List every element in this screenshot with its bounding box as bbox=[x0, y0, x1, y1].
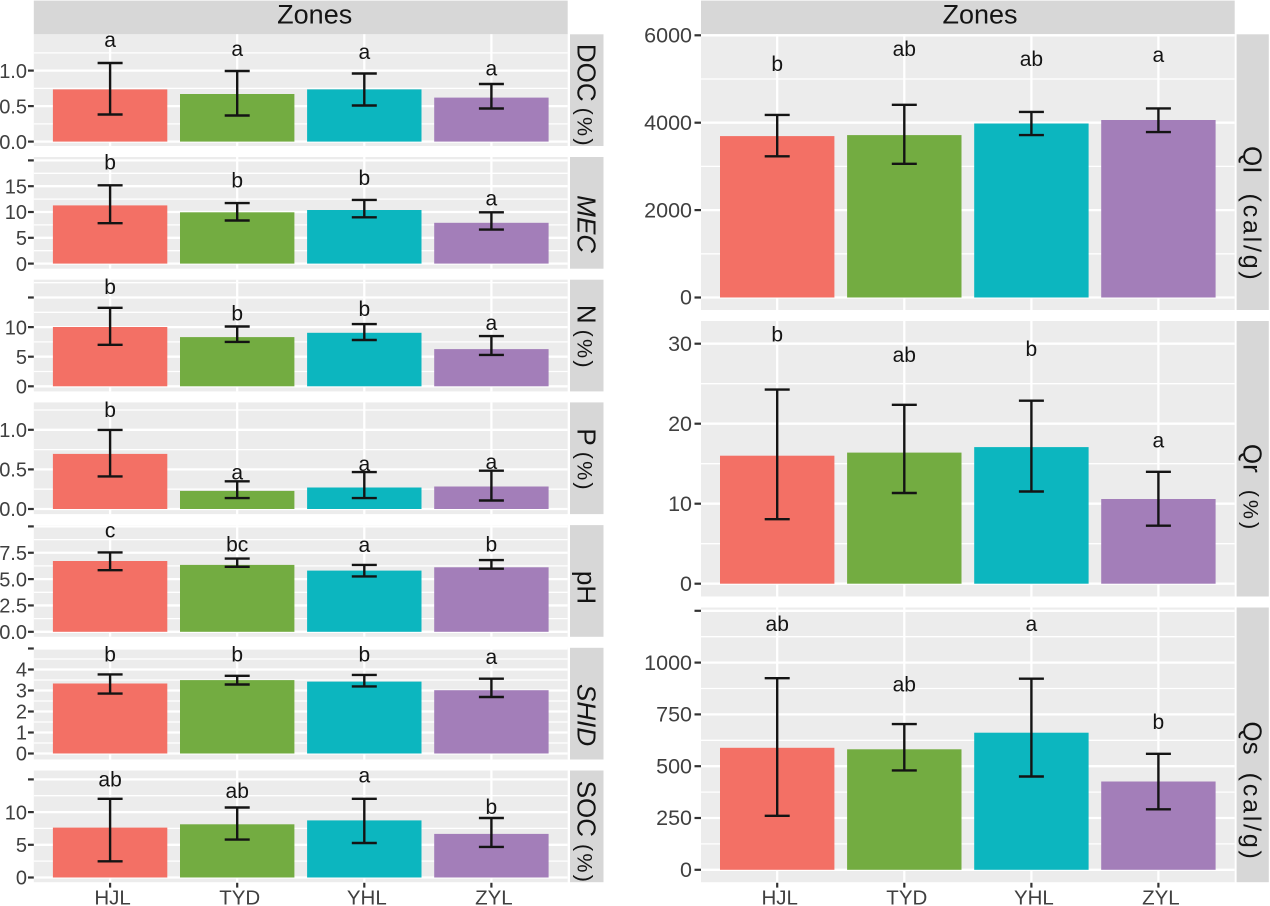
svg-text:a: a bbox=[1153, 430, 1165, 453]
svg-text:b: b bbox=[1153, 711, 1165, 734]
svg-text:0: 0 bbox=[680, 572, 692, 596]
svg-text:1: 1 bbox=[16, 723, 27, 745]
svg-text:1.0: 1.0 bbox=[0, 420, 27, 442]
svg-text:b: b bbox=[231, 169, 243, 192]
svg-text:b: b bbox=[358, 167, 370, 190]
svg-text:Qr(%): Qr(%) bbox=[1238, 444, 1268, 532]
svg-text:TYD: TYD bbox=[219, 886, 260, 906]
svg-text:10: 10 bbox=[5, 317, 27, 339]
svg-text:b: b bbox=[104, 399, 116, 422]
svg-text:0: 0 bbox=[16, 254, 27, 276]
svg-text:6000: 6000 bbox=[644, 24, 692, 48]
svg-text:b: b bbox=[358, 298, 370, 321]
svg-text:0.0: 0.0 bbox=[0, 499, 27, 521]
svg-text:5: 5 bbox=[16, 835, 27, 857]
svg-text:b: b bbox=[1026, 338, 1038, 361]
svg-text:0.5: 0.5 bbox=[0, 460, 27, 482]
svg-text:ZYL: ZYL bbox=[475, 886, 513, 906]
svg-text:a: a bbox=[486, 312, 498, 335]
svg-text:ab: ab bbox=[893, 38, 916, 61]
svg-text:DOC(%): DOC(%) bbox=[572, 44, 602, 148]
svg-text:a: a bbox=[1153, 44, 1165, 67]
svg-text:0.0: 0.0 bbox=[0, 622, 27, 644]
svg-text:P(%): P(%) bbox=[572, 428, 602, 491]
svg-text:5: 5 bbox=[16, 228, 27, 250]
svg-text:0: 0 bbox=[16, 744, 27, 766]
svg-text:750: 750 bbox=[656, 703, 692, 727]
svg-text:30: 30 bbox=[668, 332, 692, 356]
svg-text:0: 0 bbox=[16, 377, 27, 399]
svg-text:a: a bbox=[231, 38, 243, 61]
svg-text:pH: pH bbox=[572, 571, 602, 604]
svg-text:bc: bc bbox=[226, 533, 248, 556]
svg-text:500: 500 bbox=[656, 754, 692, 778]
svg-text:a: a bbox=[358, 41, 370, 64]
svg-text:TYD: TYD bbox=[886, 886, 927, 906]
svg-text:Zones: Zones bbox=[277, 0, 352, 29]
svg-text:0.0: 0.0 bbox=[0, 132, 27, 154]
svg-text:b: b bbox=[104, 644, 116, 667]
svg-text:MEC: MEC bbox=[572, 195, 602, 253]
svg-text:ab: ab bbox=[893, 673, 916, 696]
svg-text:250: 250 bbox=[656, 806, 692, 830]
svg-text:SHID: SHID bbox=[572, 684, 602, 746]
svg-text:ab: ab bbox=[1020, 48, 1043, 71]
svg-text:b: b bbox=[486, 533, 498, 556]
svg-text:N(%): N(%) bbox=[572, 305, 602, 370]
svg-text:b: b bbox=[771, 53, 783, 76]
svg-text:2000: 2000 bbox=[644, 198, 692, 222]
svg-text:5: 5 bbox=[16, 347, 27, 369]
svg-text:ab: ab bbox=[98, 769, 121, 792]
svg-text:a: a bbox=[486, 451, 498, 474]
svg-text:1.0: 1.0 bbox=[0, 61, 27, 83]
svg-text:b: b bbox=[104, 152, 116, 175]
svg-text:YHL: YHL bbox=[1014, 886, 1054, 906]
svg-text:5.0: 5.0 bbox=[0, 569, 27, 591]
svg-text:QI(cal/g): QI(cal/g) bbox=[1238, 146, 1268, 283]
svg-text:b: b bbox=[771, 324, 783, 347]
svg-text:a: a bbox=[358, 453, 370, 476]
svg-text:Qs(cal/g): Qs(cal/g) bbox=[1238, 721, 1268, 861]
svg-text:4: 4 bbox=[16, 660, 27, 682]
svg-text:HJL: HJL bbox=[761, 886, 797, 906]
svg-text:0: 0 bbox=[680, 858, 692, 882]
svg-text:HJL: HJL bbox=[94, 886, 130, 906]
svg-text:a: a bbox=[486, 188, 498, 211]
svg-text:0: 0 bbox=[680, 286, 692, 310]
svg-text:2: 2 bbox=[16, 702, 27, 724]
svg-text:15: 15 bbox=[5, 176, 27, 198]
svg-text:a: a bbox=[358, 534, 370, 557]
svg-text:10: 10 bbox=[5, 802, 27, 824]
svg-text:a: a bbox=[1026, 613, 1038, 636]
svg-text:0.5: 0.5 bbox=[0, 96, 27, 118]
svg-text:a: a bbox=[486, 58, 498, 81]
svg-text:b: b bbox=[486, 796, 498, 819]
svg-text:b: b bbox=[231, 303, 243, 326]
svg-text:c: c bbox=[105, 520, 116, 543]
svg-text:YHL: YHL bbox=[347, 886, 387, 906]
svg-text:10: 10 bbox=[668, 492, 692, 516]
svg-text:SOC(%): SOC(%) bbox=[572, 781, 602, 884]
svg-text:b: b bbox=[104, 276, 116, 299]
svg-text:b: b bbox=[231, 644, 243, 667]
svg-text:ab: ab bbox=[893, 344, 916, 367]
svg-text:ab: ab bbox=[766, 613, 789, 636]
svg-text:3: 3 bbox=[16, 681, 27, 703]
svg-text:ab: ab bbox=[226, 780, 249, 803]
svg-text:0: 0 bbox=[16, 868, 27, 890]
svg-text:a: a bbox=[231, 462, 243, 485]
svg-text:Zones: Zones bbox=[942, 0, 1017, 29]
svg-text:4000: 4000 bbox=[644, 111, 692, 135]
svg-text:20: 20 bbox=[668, 412, 692, 436]
svg-text:ZYL: ZYL bbox=[1142, 886, 1180, 906]
svg-text:a: a bbox=[358, 765, 370, 788]
svg-text:1000: 1000 bbox=[644, 651, 692, 675]
svg-text:2.5: 2.5 bbox=[0, 596, 27, 618]
svg-text:7.5: 7.5 bbox=[0, 543, 27, 565]
svg-text:a: a bbox=[486, 646, 498, 669]
svg-text:a: a bbox=[104, 29, 116, 52]
svg-text:b: b bbox=[358, 644, 370, 667]
svg-text:10: 10 bbox=[5, 202, 27, 224]
